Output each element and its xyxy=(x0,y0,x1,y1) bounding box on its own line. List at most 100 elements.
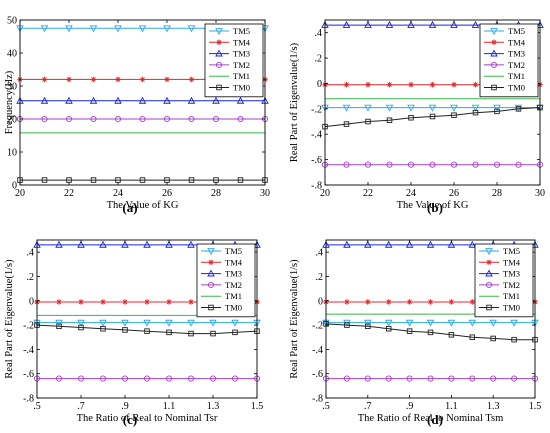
data-point xyxy=(89,25,98,33)
data-point xyxy=(364,375,371,382)
data-point xyxy=(115,76,121,83)
legend-marker xyxy=(486,304,492,311)
legend-marker xyxy=(491,84,497,91)
legend-marker xyxy=(485,269,493,277)
data-point xyxy=(450,161,458,168)
x-tick-label: 1.3 xyxy=(487,401,500,412)
y-tick-label: 0 xyxy=(317,79,322,90)
data-point xyxy=(469,375,476,382)
legend-marker xyxy=(215,49,223,57)
data-point xyxy=(468,319,477,327)
legend-box xyxy=(479,23,539,98)
data-point xyxy=(469,334,476,340)
y-tick-label: 0 xyxy=(29,296,34,307)
data-point xyxy=(428,20,437,28)
data-point xyxy=(40,96,49,104)
legend-marker xyxy=(486,259,492,266)
legend-entry: TM1 xyxy=(508,71,525,81)
data-point xyxy=(55,375,63,382)
y-tick-label: -.4 xyxy=(312,345,323,356)
data-point xyxy=(385,20,394,28)
legend-entry: TM5 xyxy=(225,246,242,256)
legend-entry: TM0 xyxy=(503,303,520,313)
y-tick-label: -.8 xyxy=(23,394,34,405)
data-point xyxy=(471,20,480,28)
data-point xyxy=(99,240,107,248)
y-axis-label: Real Part of Eigenvalue(1/s) xyxy=(4,259,15,379)
x-tick-label: 1.1 xyxy=(163,401,176,412)
legend-entry: TM2 xyxy=(225,280,242,290)
y-tick-label: 50 xyxy=(7,16,17,27)
data-point xyxy=(187,240,195,248)
data-point xyxy=(469,299,476,305)
x-tick-label: .5 xyxy=(33,401,41,412)
panel-label: (a) xyxy=(122,200,137,215)
data-point xyxy=(163,115,171,123)
data-point xyxy=(429,81,436,88)
data-point xyxy=(494,108,500,115)
data-point xyxy=(511,375,518,382)
data-point xyxy=(231,319,239,327)
data-point xyxy=(385,104,394,112)
legend-box xyxy=(196,243,256,318)
data-point xyxy=(427,329,434,336)
series-line-tm0 xyxy=(325,323,535,341)
data-point xyxy=(188,299,194,305)
data-point xyxy=(385,299,392,305)
legend-marker xyxy=(491,39,497,46)
data-point xyxy=(451,112,457,118)
legend-marker xyxy=(207,281,215,288)
y-tick-label: 30 xyxy=(7,82,17,93)
data-point xyxy=(56,299,62,305)
data-point xyxy=(408,114,414,121)
data-point xyxy=(448,299,455,305)
x-tick-label: 1.5 xyxy=(529,401,542,412)
data-point xyxy=(493,104,501,112)
data-point xyxy=(56,323,62,330)
y-tick-label: -.2 xyxy=(311,104,322,115)
chart-panel-4: .5 .7 .9 1.1 1.3 1.5 -.8 -.6 -.4 -.2 0 .2 .4 The Rati… xyxy=(289,239,542,427)
data-point xyxy=(138,96,147,104)
legend-marker xyxy=(485,248,493,256)
data-point xyxy=(493,161,501,168)
data-point xyxy=(210,330,216,337)
data-point xyxy=(166,299,172,305)
series-line-tm0 xyxy=(324,107,541,128)
data-point xyxy=(114,25,122,33)
data-point xyxy=(364,161,372,168)
legend-marker xyxy=(208,259,214,266)
y-tick-label: 40 xyxy=(7,49,17,60)
data-point xyxy=(163,96,171,104)
data-point xyxy=(451,81,457,88)
legend-marker xyxy=(490,49,498,57)
y-tick-label: -.2 xyxy=(312,321,323,332)
data-point xyxy=(407,161,415,168)
x-tick-label: 1.1 xyxy=(445,401,458,412)
data-point xyxy=(144,299,150,305)
data-point xyxy=(164,76,170,83)
legend-entry: TM0 xyxy=(225,303,242,313)
data-point xyxy=(165,375,173,382)
data-point xyxy=(405,319,414,327)
data-point xyxy=(468,240,477,248)
data-point xyxy=(212,115,220,123)
data-point xyxy=(122,299,128,305)
data-point xyxy=(365,81,371,88)
data-point xyxy=(343,161,350,168)
y-tick-label: .4 xyxy=(315,28,323,39)
data-point xyxy=(427,375,434,382)
data-point xyxy=(165,319,173,327)
legend-marker xyxy=(215,28,223,36)
y-axis-label: Real Part of Eigenvalue(1/s) xyxy=(289,259,300,379)
data-point xyxy=(407,20,415,28)
x-tick-label: 30 xyxy=(260,188,270,199)
data-point xyxy=(65,115,73,123)
data-point xyxy=(472,109,479,116)
x-axis-label: The Ratio of Real to Nominal Tsr xyxy=(77,413,218,424)
data-point xyxy=(143,375,151,382)
legend-entry: TM4 xyxy=(225,257,243,267)
x-tick-label: .5 xyxy=(322,401,330,412)
